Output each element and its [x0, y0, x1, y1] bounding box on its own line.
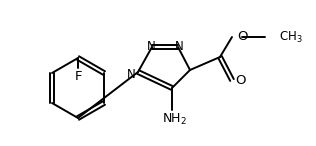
- Text: O: O: [237, 31, 247, 44]
- Text: N: N: [127, 67, 135, 80]
- Text: F: F: [74, 69, 82, 82]
- Text: N: N: [147, 40, 155, 53]
- Text: O: O: [235, 74, 246, 87]
- Text: NH$_2$: NH$_2$: [161, 111, 186, 127]
- Text: CH$_3$: CH$_3$: [279, 29, 303, 45]
- Text: N: N: [175, 40, 183, 53]
